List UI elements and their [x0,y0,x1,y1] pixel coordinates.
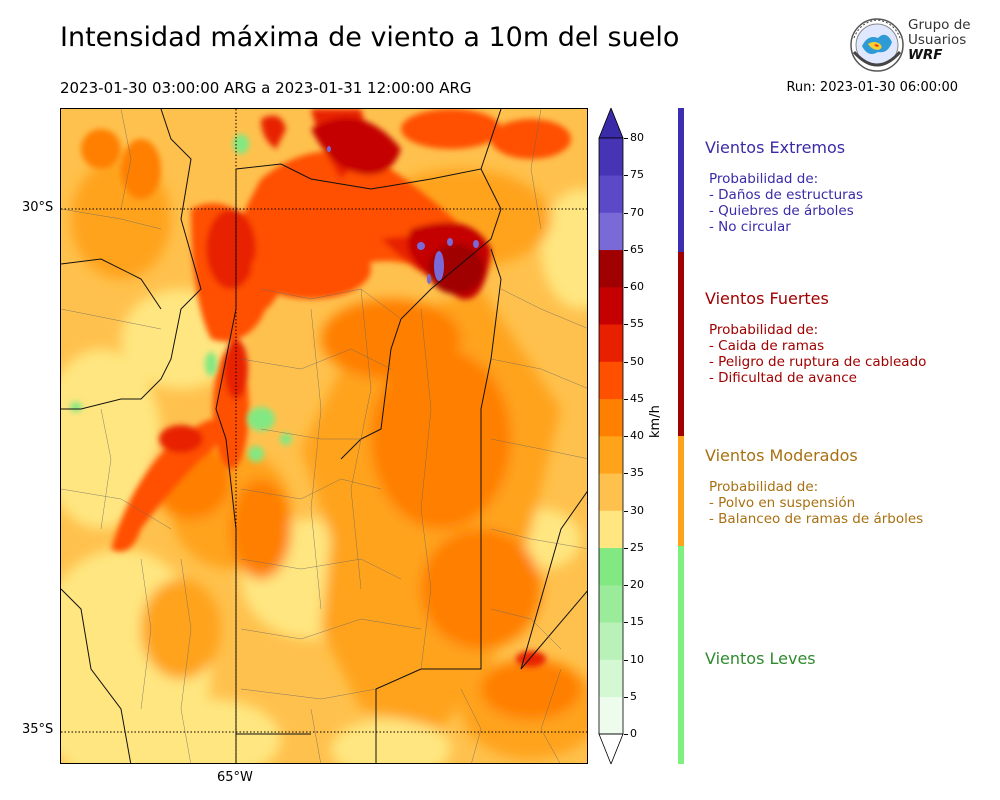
colorbar-bin [599,249,623,288]
colorbar-tick-mark [624,138,628,139]
desc-line: Probabilidad de: [709,479,819,495]
category-light: Vientos Leves [705,649,816,668]
category-extreme-title: Vientos Extremos [705,138,846,157]
colorbar-tick-mark [624,510,628,512]
colorbar-tick-mark [624,659,628,661]
colorbar-tick-label: 60 [630,280,644,293]
colorbar-tick-mark [624,324,628,326]
desc-line: - Dificultad de avance [709,370,857,386]
colorbar-tick-mark [624,249,628,251]
desc-line: Probabilidad de: [709,322,819,338]
logo-text-line1: Grupo de [908,17,971,33]
colorbar-tick-mark [624,473,628,475]
desc-line: - No circular [709,219,791,235]
colorbar-tick-label: 15 [630,615,644,629]
colorbar-bin [599,287,623,325]
colorbar-tick-mark [624,734,628,735]
colorbar-frame [598,137,624,735]
desc-line: - Peligro de ruptura de cableado [709,354,927,370]
colorbar-bin [599,361,623,400]
category-extreme-desc: Probabilidad de: - Daños de estructuras … [705,171,863,235]
valid-period: 2023-01-30 03:00:00 ARG a 2023-01-31 12:… [60,79,472,97]
colorbar-extend-high [598,108,624,139]
chart-title: Intensidad máxima de viento a 10m del su… [60,22,680,53]
colorbar-tick-mark [624,287,628,288]
colorbar-bin [599,212,623,251]
graticule [61,109,587,763]
colorbar-bin [599,510,623,549]
colorbar-tick-label: 50 [630,354,644,368]
colorbar-tick-mark [624,398,628,400]
province-borders [61,109,587,763]
low-wind-patches [70,134,292,462]
category-light-title: Vientos Leves [705,649,816,668]
colorbar-tick-label: 20 [630,578,644,591]
colorbar-bin [599,138,623,176]
logo-text-line2: Usuarios [908,32,967,48]
desc-line: - Quiebres de árboles [709,203,854,219]
category-strong: Vientos Fuertes Probabilidad de: - Caida… [705,289,926,386]
desc-line: - Daños de estructuras [709,187,864,203]
colorbar-tick-label: 35 [630,466,644,480]
lat-label-30s: 30°S [22,200,54,215]
desc-line: - Polvo en suspensión [709,495,856,511]
colorbar-tick-label: 10 [630,652,644,666]
extreme-wind-patches [327,146,479,284]
colorbar-bin [599,324,623,362]
colorbar-tick-label: 0 [630,727,637,740]
band-strong [678,252,684,436]
lat-label-35s: 35°S [22,722,54,737]
desc-line: Probabilidad de: [709,171,819,187]
grupo-usuarios-wrf-logo: Grupo de Usuarios WRF [848,16,971,74]
colorbar-tick-mark [624,212,628,214]
colorbar-tick-label: 75 [630,168,644,182]
category-moderate-title: Vientos Moderados [705,446,858,465]
colorbar-tick-mark [624,361,628,363]
colorbar-unit: km/h [648,405,663,438]
category-extreme: Vientos Extremos Probabilidad de: - Daño… [705,138,863,235]
colorbar-tick-label: 80 [630,131,644,144]
colorbar-tick-mark [624,436,628,437]
colorbar-tick-label: 65 [630,242,644,256]
colorbar-bin [599,398,623,437]
category-moderate-desc: Probabilidad de: - Polvo en suspensión -… [705,479,923,527]
colorbar [598,108,624,764]
colorbar-tick-mark [624,696,628,698]
colorbar-bin [599,585,623,623]
band-moderate [678,436,684,546]
desc-line: - Balanceo de ramas de árboles [709,511,924,527]
colorbar-tick-label: 45 [630,391,644,405]
colorbar-tick-label: 40 [630,429,644,442]
category-strong-title: Vientos Fuertes [705,289,829,308]
colorbar-bin [599,436,623,474]
band-light [678,546,684,764]
colorbar-bin [599,547,623,586]
lon-label-65w: 65°W [217,770,253,785]
colorbar-bin [599,622,623,660]
wind-map[interactable] [60,108,588,764]
colorbar-tick-label: 5 [630,689,637,703]
colorbar-tick-label: 25 [630,540,644,554]
colorbar-tick-label: 55 [630,317,644,331]
colorbar-bin [599,659,623,698]
colorbar-extend-low [598,733,624,764]
colorbar-tick-mark [624,547,628,549]
colorbar-bin [599,175,623,213]
desc-line: - Caida de ramas [709,338,825,354]
category-moderate: Vientos Moderados Probabilidad de: - Pol… [705,446,923,527]
colorbar-tick-label: 30 [630,503,644,517]
colorbar-tick-label: 70 [630,205,644,219]
colorbar-tick-mark [624,585,628,586]
band-extreme [678,108,684,252]
category-strong-desc: Probabilidad de: - Caida de ramas - Peli… [705,322,926,386]
colorbar-bin [599,473,623,511]
colorbar-tick-mark [624,622,628,624]
colorbar-bin [599,696,623,735]
department-borders [61,109,587,763]
run-time: Run: 2023-01-30 06:00:00 [786,80,958,95]
colorbar-tick-mark [624,175,628,177]
logo-text-wrf: WRF [908,47,943,63]
wind-field [61,109,587,763]
globe-icon [850,18,904,72]
